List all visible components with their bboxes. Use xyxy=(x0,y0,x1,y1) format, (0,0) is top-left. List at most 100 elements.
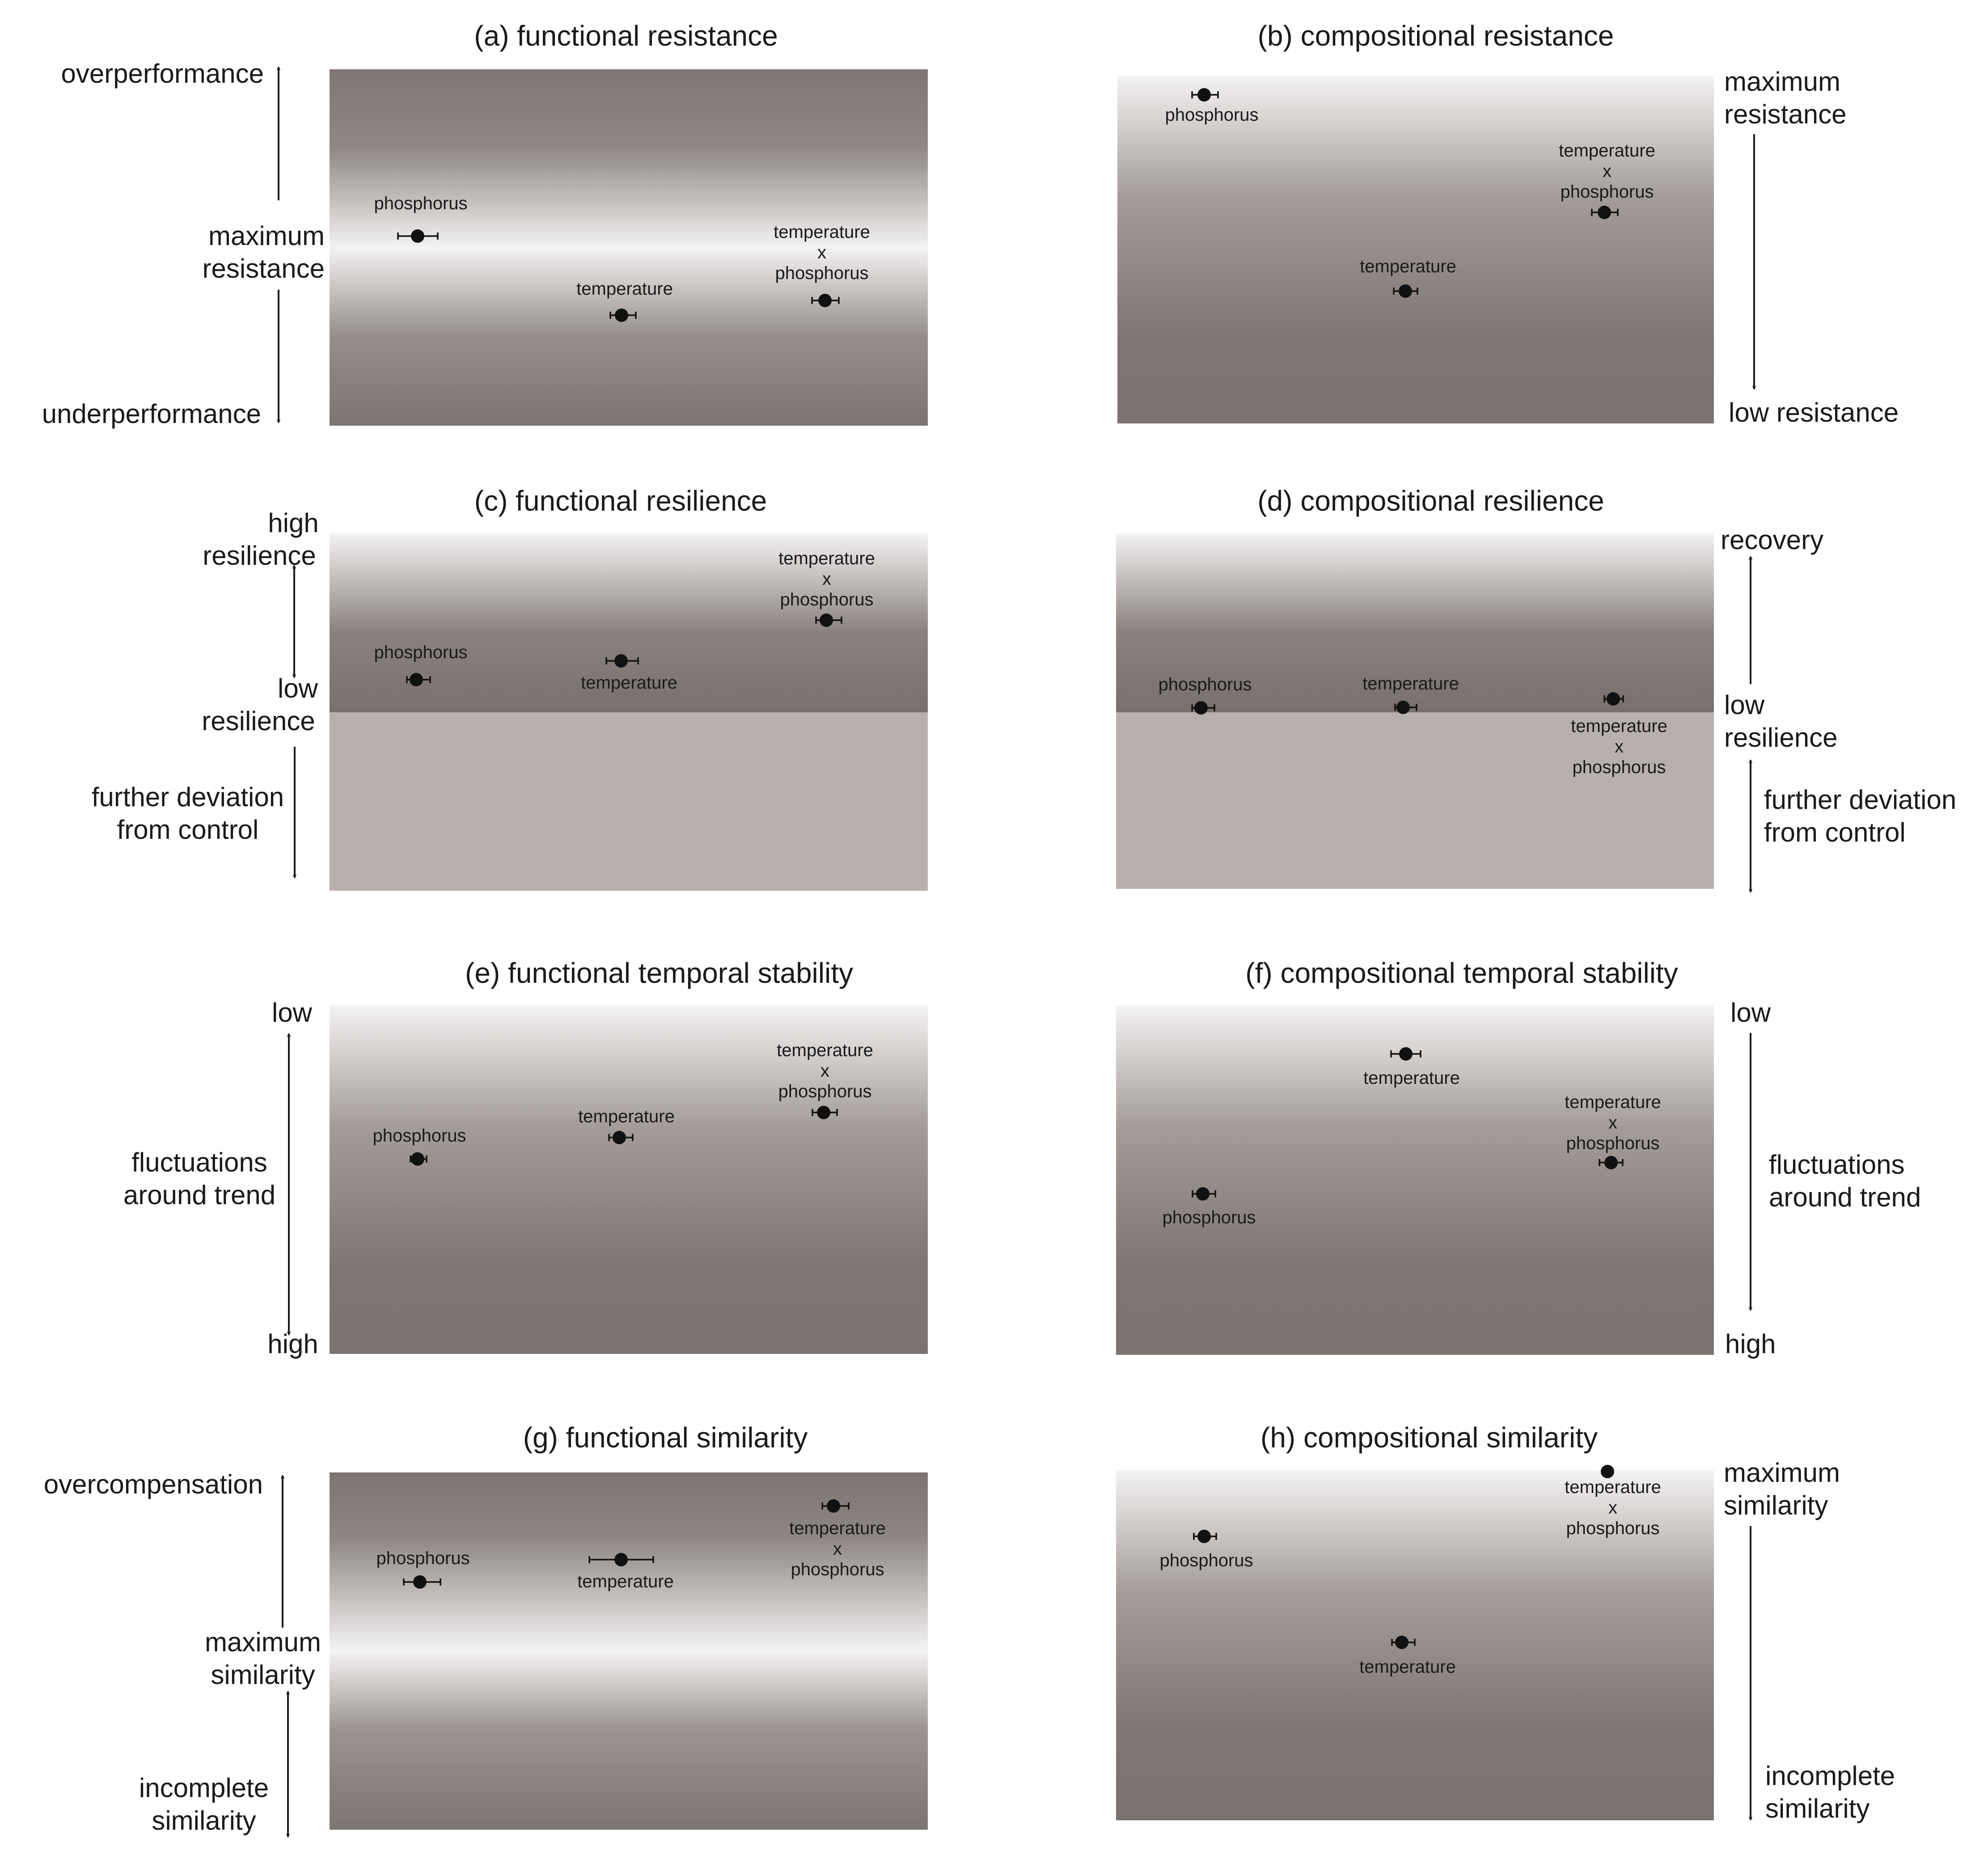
point-label: x xyxy=(1603,161,1612,181)
label-incomplete: incomplete xyxy=(139,1773,269,1803)
data-point xyxy=(614,654,628,668)
panel-g: (g) functional similarity overcompensati… xyxy=(44,1421,928,1837)
point-label: phosphorus xyxy=(780,590,873,609)
data-point xyxy=(818,294,832,307)
point-temperature: temperature xyxy=(1359,1636,1456,1677)
panel-b: (b) compositional resistance maximum res… xyxy=(1117,20,1899,427)
point-label: phosphorus xyxy=(1566,1518,1659,1538)
panel-g-plot xyxy=(330,1472,928,1830)
point-label: temperature xyxy=(1362,674,1459,694)
point-label: phosphorus xyxy=(778,1082,871,1101)
point-label: temperature xyxy=(1565,1092,1661,1112)
label-similarity: similarity xyxy=(152,1806,256,1836)
data-point xyxy=(615,309,628,322)
data-point xyxy=(1396,701,1410,714)
label-maximum: maximum xyxy=(208,221,325,251)
label-similarity: similarity xyxy=(1765,1793,1870,1823)
label-underperformance: underperformance xyxy=(42,399,261,429)
point-label: temperature xyxy=(789,1518,886,1538)
point-label: temperature xyxy=(1360,257,1456,276)
point-label: x xyxy=(1615,737,1624,757)
panel-d: (d) compositional resilience recovery lo… xyxy=(1116,485,1956,892)
data-point xyxy=(1194,701,1208,715)
point-interaction: temperature x phosphorus xyxy=(1565,1465,1661,1538)
label-maximum: maximum xyxy=(205,1627,321,1657)
data-point xyxy=(614,1553,628,1566)
label-incomplete: incomplete xyxy=(1765,1761,1895,1791)
point-label: phosphorus xyxy=(1165,105,1258,125)
data-point xyxy=(410,673,423,686)
point-label: temperature xyxy=(777,1040,873,1060)
point-label: x xyxy=(1608,1113,1617,1133)
point-label: phosphorus xyxy=(791,1560,884,1579)
point-temperature: temperature xyxy=(1363,1047,1460,1088)
point-phosphorus: phosphorus xyxy=(1159,1530,1253,1570)
label-overcompensation: overcompensation xyxy=(44,1469,263,1499)
point-label: x xyxy=(833,1539,842,1559)
data-point xyxy=(1399,1047,1413,1061)
data-point xyxy=(1601,1465,1614,1478)
label-around-trend: around trend xyxy=(1769,1182,1921,1212)
panel-b-title: (b) compositional resistance xyxy=(1258,20,1614,52)
label-low: low xyxy=(1730,998,1771,1028)
point-label: phosphorus xyxy=(372,1126,466,1146)
point-label: phosphorus xyxy=(376,1548,470,1568)
panel-c-title: (c) functional resilience xyxy=(474,485,767,517)
point-temperature: temperature xyxy=(1360,257,1456,298)
point-phosphorus: phosphorus xyxy=(374,643,468,686)
point-label: temperature xyxy=(1571,716,1667,736)
point-interaction: temperature x phosphorus xyxy=(1571,692,1667,777)
panel-c: (c) functional resilience high resilienc… xyxy=(92,485,928,891)
label-high: high xyxy=(267,1329,318,1359)
panel-d-title: (d) compositional resilience xyxy=(1257,485,1604,517)
panel-f-plot xyxy=(1116,1005,1714,1355)
point-temperature: temperature xyxy=(1362,674,1459,714)
label-resistance: resistance xyxy=(1724,99,1846,129)
data-point xyxy=(1607,692,1620,706)
label-recovery: recovery xyxy=(1721,525,1823,555)
data-point xyxy=(613,1131,626,1144)
panel-e-plot xyxy=(330,1005,928,1354)
point-label: phosphorus xyxy=(374,643,467,662)
label-resilience: resilience xyxy=(203,541,316,571)
data-point xyxy=(1399,284,1412,298)
panel-g-title: (g) functional similarity xyxy=(523,1421,808,1454)
label-high: high xyxy=(268,508,318,538)
point-label: phosphorus xyxy=(1158,675,1252,694)
data-point xyxy=(827,1499,840,1513)
data-point xyxy=(411,229,424,243)
point-label: phosphorus xyxy=(374,194,467,213)
point-interaction: temperature x phosphorus xyxy=(777,1040,873,1119)
point-label: temperature xyxy=(577,1572,674,1591)
point-label: phosphorus xyxy=(775,263,868,283)
point-interaction: temperature x phosphorus xyxy=(1559,141,1655,219)
data-point xyxy=(820,613,833,627)
point-label: temperature xyxy=(774,222,870,242)
point-label: x xyxy=(1608,1498,1617,1518)
label-from-control: from control xyxy=(117,815,259,845)
point-interaction: temperature x phosphorus xyxy=(774,222,870,307)
label-further-deviation: further deviation xyxy=(92,782,284,812)
point-label: x xyxy=(821,1061,829,1081)
data-point xyxy=(1197,1530,1211,1543)
data-point xyxy=(1196,1187,1210,1201)
point-label: temperature xyxy=(581,673,677,693)
label-around-trend: around trend xyxy=(123,1180,275,1210)
label-similarity: similarity xyxy=(211,1660,315,1690)
label-low: low xyxy=(272,998,313,1028)
label-maximum: maximum xyxy=(1724,67,1840,97)
label-similarity: similarity xyxy=(1724,1490,1828,1520)
panel-c-plot-deviation xyxy=(330,712,928,891)
panel-e: (e) functional temporal stability low fl… xyxy=(123,957,928,1359)
label-fluctuations: fluctuations xyxy=(131,1147,267,1177)
panel-d-plot-deviation xyxy=(1116,712,1714,889)
point-label: temperature xyxy=(1363,1068,1460,1088)
label-low: low xyxy=(278,673,318,703)
data-point xyxy=(1395,1636,1409,1649)
point-phosphorus: phosphorus xyxy=(1162,1187,1256,1227)
label-high: high xyxy=(1725,1329,1776,1359)
panel-h: (h) compositional similarity maximum sim… xyxy=(1116,1421,1895,1823)
point-label: temperature xyxy=(576,279,673,299)
label-from-control: from control xyxy=(1764,817,1906,847)
point-label: phosphorus xyxy=(1566,1134,1659,1153)
